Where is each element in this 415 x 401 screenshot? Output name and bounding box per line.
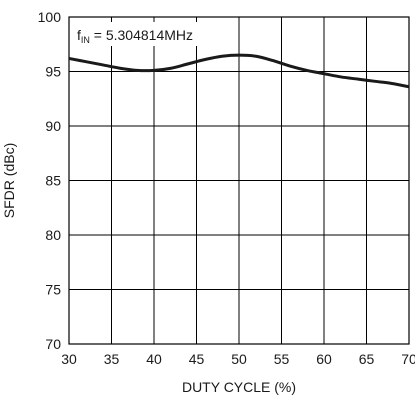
- annotation-value: = 5.304814MHz: [90, 27, 193, 43]
- x-axis-title: DUTY CYCLE (%): [182, 379, 296, 395]
- y-tick-label: 95: [45, 64, 61, 80]
- y-tick-label: 70: [45, 336, 61, 352]
- x-tick-label: 30: [61, 351, 77, 367]
- annotation-text: fIN = 5.304814MHz: [77, 27, 193, 45]
- annotation-f: f: [77, 27, 81, 43]
- x-tick-label: 35: [104, 351, 120, 367]
- annotation-background: [72, 22, 222, 46]
- annotation-subscript: IN: [81, 35, 90, 45]
- y-axis-title: SFDR (dBc): [1, 143, 17, 218]
- y-tick-label: 75: [45, 282, 61, 298]
- y-tick-label: 80: [45, 227, 61, 243]
- x-tick-label: 70: [401, 351, 415, 367]
- x-tick-label: 65: [359, 351, 375, 367]
- y-tick-label: 85: [45, 173, 61, 189]
- x-tick-label: 50: [231, 351, 247, 367]
- frequency-annotation: fIN = 5.304814MHz: [72, 22, 222, 46]
- x-tick-label: 55: [274, 351, 290, 367]
- x-tick-label: 60: [316, 351, 332, 367]
- y-tick-label: 90: [45, 118, 61, 134]
- x-tick-label: 45: [189, 351, 205, 367]
- series-layer: [68, 53, 410, 89]
- plot-frame: [68, 16, 410, 345]
- sfdr-curve: [68, 53, 410, 89]
- grid: [68, 16, 410, 345]
- x-tick-label: 40: [146, 351, 162, 367]
- tick-labels: 30 35 40 45 50 55 60 65 70 70 75 80 85 90 95 100: [38, 9, 415, 367]
- y-tick-label: 100: [38, 9, 62, 25]
